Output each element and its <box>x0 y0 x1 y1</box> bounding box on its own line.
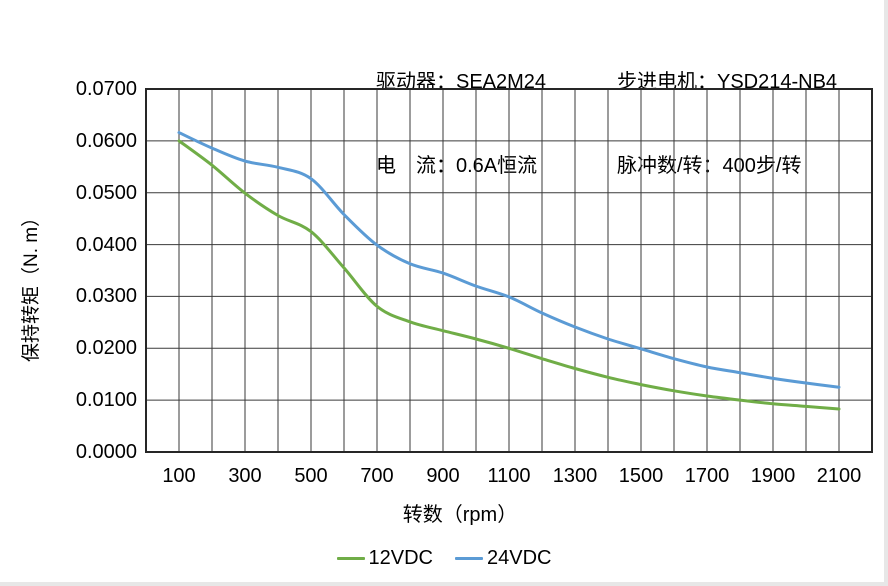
legend-line-swatch-green <box>336 556 365 560</box>
screenshot-bottom-edge <box>0 582 888 586</box>
y-tick-label: 0.0700 <box>75 78 137 100</box>
x-tick-label: 100 <box>162 465 196 487</box>
x-tick-label: 900 <box>426 465 460 487</box>
header-right-column: 步进电机：YSD214-NB4 脉冲数/转：400步/转 <box>617 12 837 236</box>
y-tick-label: 0.0500 <box>75 181 137 204</box>
header-left-column: 驱动器：SEA2M24 电 流：0.6A恒流 <box>376 12 546 236</box>
legend-item-24vdc: 24VDC <box>455 547 551 570</box>
x-tick-label: 1100 <box>487 465 531 487</box>
legend-item-12vdc: 12VDC <box>336 546 433 570</box>
y-axis-title: 保持转矩（N. m） <box>21 207 42 362</box>
x-tick-label: 500 <box>294 465 328 487</box>
motor-model-label: 步进电机：YSD214-NB4 <box>617 71 838 93</box>
y-tick-label: 0.0200 <box>75 337 137 360</box>
x-tick-label: 1900 <box>750 465 796 487</box>
legend-label: 12VDC <box>368 546 433 569</box>
x-tick-label: 1700 <box>684 465 730 487</box>
legend-line-swatch-blue <box>455 556 483 560</box>
y-tick-label: 0.0600 <box>75 129 137 152</box>
x-tick-label: 700 <box>360 465 394 487</box>
chart-legend: 12VDC 24VDC <box>0 544 888 572</box>
y-tick-label: 0.0100 <box>75 389 137 412</box>
x-axis-title: 转数（rpm） <box>402 504 518 526</box>
pulses-per-rev-label: 脉冲数/转：400步/转 <box>617 155 802 177</box>
current-label: 电 流：0.6A恒流 <box>376 155 538 177</box>
y-tick-label: 0.0000 <box>75 441 137 463</box>
screenshot-right-edge <box>884 0 888 586</box>
x-tick-label: 1300 <box>552 465 598 487</box>
y-tick-label: 0.0300 <box>75 285 137 308</box>
y-tick-label: 0.0400 <box>75 233 137 256</box>
x-tick-label: 2100 <box>816 465 862 487</box>
x-tick-label: 1500 <box>618 465 664 487</box>
x-tick-label: 300 <box>228 465 262 487</box>
legend-label: 24VDC <box>487 546 552 569</box>
driver-model-label: 驱动器：SEA2M24 <box>376 71 547 93</box>
